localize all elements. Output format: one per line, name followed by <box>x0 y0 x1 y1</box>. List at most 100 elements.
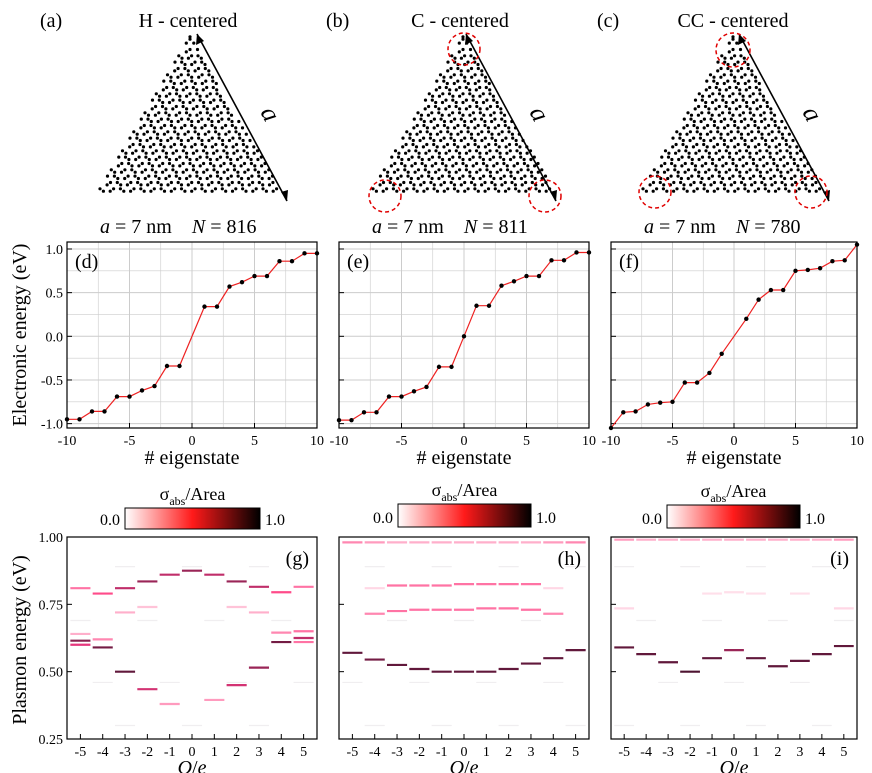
data-point <box>842 258 847 263</box>
lattice-atom <box>733 54 737 58</box>
lattice-atom <box>738 92 742 96</box>
lattice-atom <box>658 180 662 185</box>
lattice-atom <box>702 142 706 147</box>
lattice-atom <box>767 123 771 128</box>
lattice-atom <box>119 183 123 187</box>
lattice-atom <box>425 142 429 147</box>
lattice-atom <box>202 170 206 174</box>
lattice-atom <box>408 132 412 136</box>
lattice-atom <box>757 142 761 147</box>
lattice-atom <box>471 164 475 168</box>
lattice-atom <box>109 168 113 172</box>
lattice-atom <box>156 119 160 124</box>
lattice-atom <box>422 180 426 185</box>
lattice-atom <box>459 138 463 143</box>
lattice-atom <box>432 138 436 143</box>
lattice-atom <box>203 123 207 128</box>
lattice-atom <box>437 155 441 159</box>
lattice-atom <box>145 130 149 134</box>
lattice-atom <box>400 157 404 162</box>
x-axis-label: # eigenstate <box>687 447 782 469</box>
lattice-atom <box>772 157 776 162</box>
lattice-atom <box>440 161 445 166</box>
lattice-atom <box>777 142 782 147</box>
lattice-atom <box>404 151 408 155</box>
lattice-atom <box>461 157 465 162</box>
lattice-atom <box>222 100 226 105</box>
lattice-atom <box>227 117 231 121</box>
lattice-atom <box>505 164 509 168</box>
lattice-atom <box>437 94 441 98</box>
lattice-atom <box>393 161 397 166</box>
lattice-atom <box>181 104 185 109</box>
x-tick-label: 1 <box>752 745 759 760</box>
lattice-atom <box>712 119 717 124</box>
lattice-atom <box>255 149 260 153</box>
lattice-atom <box>751 100 756 105</box>
lattice-atom <box>466 142 470 147</box>
lattice-atom <box>241 142 245 147</box>
lattice-atom <box>712 189 716 193</box>
lattice-atom <box>729 138 733 143</box>
lattice-atom <box>482 113 486 117</box>
lattice-atom <box>476 62 480 67</box>
lattice-atom <box>195 113 199 117</box>
lattice-atom <box>188 157 192 162</box>
lattice-atom <box>483 119 487 124</box>
lattice-atom <box>203 189 207 193</box>
lattice-atom <box>461 47 465 52</box>
lattice-atom <box>487 81 491 86</box>
lattice-atom <box>468 157 472 162</box>
lattice-atom <box>427 174 431 178</box>
lattice-atom <box>717 174 721 178</box>
lattice-atom <box>203 66 207 71</box>
lattice-atom <box>762 111 766 115</box>
chart-d: -10 -5 0 5 10-1.0-0.50.00.51.0(d)# eigenstat… <box>41 241 324 469</box>
lattice-atom <box>469 66 474 71</box>
lattice-atom <box>734 107 739 111</box>
colorbar-label: σabs/Area <box>160 484 226 508</box>
lattice-atom <box>249 161 253 166</box>
lattice-atom <box>179 138 183 143</box>
lattice-atom <box>731 100 735 105</box>
lattice-atom <box>663 149 668 153</box>
lattice-atom <box>190 145 194 149</box>
lattice-atom <box>156 180 160 185</box>
lattice-atom <box>116 176 120 181</box>
lattice-atom <box>453 56 457 60</box>
lattice-atom <box>260 176 264 181</box>
lattice-atom <box>191 107 195 111</box>
lattice-atom <box>767 132 771 136</box>
lattice-atom <box>727 111 732 115</box>
lattice-atom <box>793 174 797 178</box>
lattice-atom <box>186 183 190 187</box>
lattice-atom <box>748 85 752 90</box>
lattice-atom <box>715 142 720 147</box>
lattice-atom <box>196 54 200 58</box>
lattice-atom <box>239 155 243 159</box>
lattice-atom <box>458 155 462 159</box>
lattice-atom <box>660 155 664 159</box>
lattice-atom <box>468 88 472 92</box>
lattice-atom <box>734 164 739 168</box>
lattice-atom <box>404 142 408 147</box>
lattice-atom <box>714 85 718 90</box>
lattice-atom <box>220 126 224 130</box>
lattice-atom <box>133 174 137 178</box>
lattice-atom <box>733 123 737 128</box>
lattice-atom <box>736 81 740 86</box>
lattice-atom <box>229 174 233 178</box>
lattice-atom <box>461 92 465 96</box>
lattice-atom <box>741 176 745 181</box>
lattice-atom <box>505 168 510 172</box>
lattice-atom <box>413 161 417 166</box>
lattice-atom <box>200 126 204 130</box>
lattice-atom <box>444 107 448 111</box>
data-point <box>202 304 207 309</box>
lattice-atom <box>243 170 247 174</box>
lattice-atom <box>439 183 443 187</box>
lattice-atom <box>226 111 230 115</box>
lattice-atom <box>173 130 177 134</box>
lattice-atom <box>731 174 735 178</box>
